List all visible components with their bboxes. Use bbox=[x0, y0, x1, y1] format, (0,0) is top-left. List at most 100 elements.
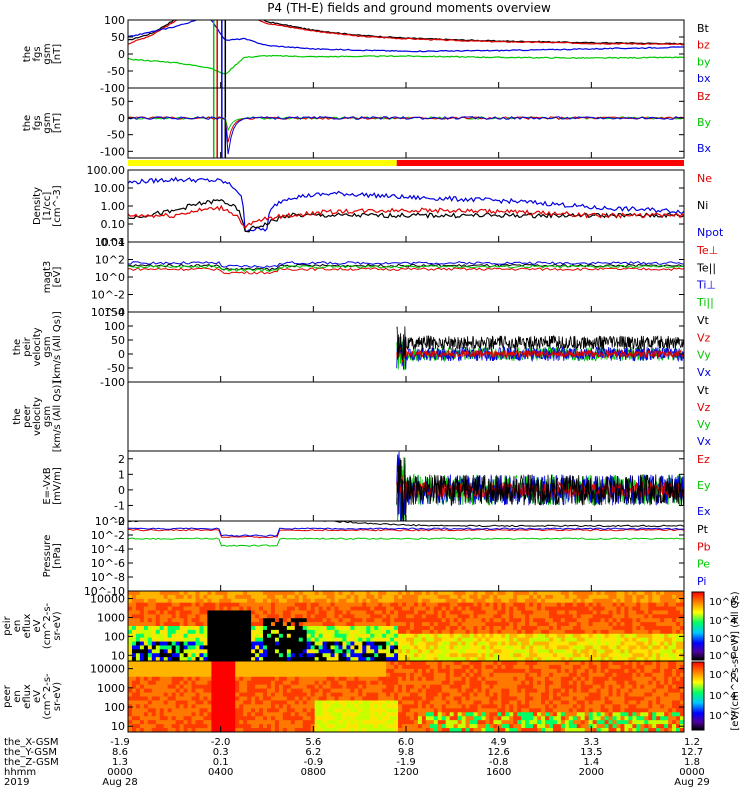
spectrogram-cell bbox=[135, 622, 141, 627]
spectrogram-cell bbox=[465, 684, 471, 690]
spectrogram-cell bbox=[298, 712, 304, 717]
spectrogram-cell bbox=[298, 633, 304, 639]
spectrogram-cell bbox=[199, 629, 205, 635]
spectrogram-cell bbox=[231, 633, 236, 639]
spectrogram-cell bbox=[596, 664, 602, 670]
spectrogram-cell bbox=[235, 724, 240, 729]
spectrogram-cell bbox=[330, 668, 336, 674]
spectrogram-cell bbox=[509, 676, 514, 682]
spectrogram-cell bbox=[342, 676, 348, 682]
spectrogram-cell bbox=[243, 633, 248, 639]
spectrogram-cell bbox=[636, 606, 641, 612]
spectrogram-cell bbox=[660, 653, 665, 658]
spectrogram-cell bbox=[640, 641, 645, 647]
spectrogram-cell bbox=[437, 645, 443, 650]
spectrogram-cell bbox=[306, 720, 312, 725]
spectrogram-cell bbox=[223, 728, 228, 732]
spectrogram-cell bbox=[171, 672, 177, 678]
spectrogram-cell bbox=[568, 594, 574, 600]
spectrogram-cell bbox=[513, 728, 518, 732]
spectrogram-cell bbox=[513, 610, 518, 615]
spectrogram-cell bbox=[529, 696, 534, 702]
spectrogram-cell bbox=[334, 653, 340, 658]
spectrogram-cell bbox=[568, 614, 574, 619]
spectrogram-cell bbox=[338, 637, 344, 643]
spectrogram-cell bbox=[406, 622, 411, 627]
spectrogram-cell bbox=[167, 610, 173, 615]
spectrogram-cell bbox=[227, 649, 232, 654]
spectrogram-cell bbox=[342, 591, 348, 596]
spectrogram-cell bbox=[620, 606, 626, 612]
spectrogram-cell bbox=[302, 598, 308, 604]
spectrogram-cell bbox=[493, 614, 498, 619]
spectrogram-cell bbox=[497, 657, 502, 661]
spectrogram-cell bbox=[481, 704, 487, 709]
spectrogram-cell bbox=[183, 680, 189, 686]
spectrogram-cell bbox=[346, 610, 351, 615]
spectrogram-cell bbox=[680, 645, 684, 650]
spectrogram-cell bbox=[239, 724, 244, 729]
spectrogram-cell bbox=[151, 649, 157, 654]
spectrogram-cell bbox=[441, 649, 447, 654]
spectrogram-cell bbox=[608, 610, 614, 615]
legend-ey: Ey bbox=[697, 479, 711, 492]
spectrogram-cell bbox=[334, 676, 340, 682]
spectrogram-cell bbox=[548, 614, 554, 619]
spectrogram-cell bbox=[413, 594, 419, 600]
spectrogram-cell bbox=[219, 661, 224, 666]
spectrogram-cell bbox=[318, 610, 324, 615]
spectrogram-cell bbox=[374, 680, 379, 686]
spectrogram-cell bbox=[195, 676, 201, 682]
spectrogram-cell bbox=[592, 708, 598, 713]
spectrogram-cell bbox=[247, 676, 252, 682]
spectrogram-cell bbox=[509, 668, 514, 674]
spectrogram-cell bbox=[310, 629, 316, 635]
spectrogram-cell bbox=[445, 708, 451, 713]
spectrogram-cell bbox=[263, 622, 268, 627]
spectrogram-cell bbox=[187, 680, 193, 686]
spectrogram-cell bbox=[457, 724, 463, 729]
spectrogram-cell bbox=[509, 720, 514, 725]
spectrogram-cell bbox=[231, 684, 236, 690]
spectrogram-cell bbox=[584, 594, 590, 600]
spectrogram-cell bbox=[489, 602, 494, 608]
spectrogram-cell bbox=[461, 712, 467, 717]
spectrogram-cell bbox=[521, 614, 526, 619]
spectrogram-cell bbox=[509, 641, 514, 647]
spectrogram-cell bbox=[461, 661, 467, 666]
spectrogram-cell bbox=[267, 633, 272, 639]
spectrogram-cell bbox=[171, 696, 177, 702]
spectrogram-cell bbox=[568, 602, 574, 608]
panel-density: 100.0010.001.000.100.01Density[1/cc][cm^… bbox=[32, 164, 724, 249]
spectrogram-cell bbox=[493, 692, 498, 698]
spectrogram-cell bbox=[139, 700, 145, 705]
spectrogram-cell bbox=[525, 618, 530, 623]
spectrogram-cell bbox=[676, 633, 681, 639]
spectrogram-cell bbox=[576, 684, 582, 690]
spectrogram-cell bbox=[636, 657, 641, 661]
spectrogram-cell bbox=[223, 602, 228, 608]
spectrogram-cell bbox=[624, 657, 629, 661]
spectrogram-cell bbox=[306, 672, 312, 678]
spectrogram-cell bbox=[334, 700, 340, 705]
spectrogram-cell bbox=[370, 653, 375, 658]
spectrogram-cell bbox=[155, 637, 161, 643]
spectrogram-cell bbox=[461, 728, 467, 732]
spectrogram-cell bbox=[556, 700, 562, 705]
spectrogram-cell bbox=[247, 680, 252, 686]
spectrogram-cell bbox=[672, 626, 677, 631]
spectrogram-cell bbox=[366, 720, 371, 725]
spectrogram-cell bbox=[318, 688, 324, 694]
spectrogram-cell bbox=[310, 649, 316, 654]
spectrogram-cell bbox=[592, 680, 598, 686]
spectrogram-cell bbox=[541, 594, 546, 600]
spectrogram-cell bbox=[318, 728, 324, 732]
spectrogram-cell bbox=[199, 728, 205, 732]
spectrogram-cell bbox=[545, 657, 550, 661]
spectrogram-cell bbox=[151, 688, 157, 694]
spectrogram-cell bbox=[541, 610, 546, 615]
legend-pi: Pi bbox=[697, 575, 706, 588]
spectrogram-cell bbox=[382, 664, 387, 670]
spectrogram-cell bbox=[322, 712, 328, 717]
spectrogram-cell bbox=[600, 618, 606, 623]
